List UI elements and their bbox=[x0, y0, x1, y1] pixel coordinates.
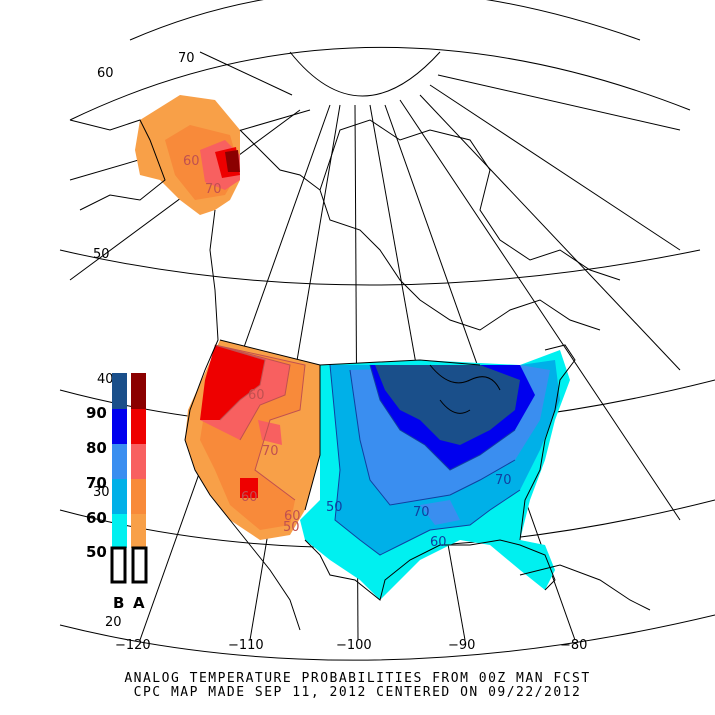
legend-b-90 bbox=[112, 373, 127, 409]
contour-label: 50 bbox=[283, 520, 300, 535]
contour-label: 60 bbox=[248, 388, 265, 403]
legend-a-50 bbox=[131, 514, 146, 548]
lat-label: 60 bbox=[97, 66, 114, 81]
contour-labels: 60 70 60 70 60 50 60 50 70 70 60 bbox=[183, 154, 512, 550]
longitude-labels: −120 −110 −100 −90 −80 bbox=[115, 638, 587, 653]
lon-label: −120 bbox=[115, 638, 151, 653]
latitude-labels: 70 60 50 40 30 20 bbox=[93, 51, 195, 630]
contour-label: 50 bbox=[326, 500, 343, 515]
lat-label: 30 bbox=[93, 485, 110, 500]
legend-level-label: 90 bbox=[86, 404, 107, 422]
contour-label: 70 bbox=[262, 444, 279, 459]
legend-level-label: 80 bbox=[86, 439, 107, 457]
lon-label: −110 bbox=[228, 638, 264, 653]
legend-a-80 bbox=[131, 409, 146, 444]
lon-label: −90 bbox=[448, 638, 475, 653]
alaska-above-region bbox=[135, 95, 240, 215]
legend-a-60 bbox=[131, 479, 146, 514]
lon-label: −100 bbox=[336, 638, 372, 653]
contour-label: 60 bbox=[284, 509, 301, 524]
contour-label: 60 bbox=[430, 535, 447, 550]
coastlines bbox=[69, 119, 651, 631]
legend-b-60 bbox=[112, 479, 127, 514]
lat-label: 50 bbox=[93, 247, 110, 262]
contour-label: 60 bbox=[241, 490, 258, 505]
contour-label: 70 bbox=[413, 505, 430, 520]
legend-level-label: 70 bbox=[86, 474, 107, 492]
legend-level-label: 60 bbox=[86, 509, 107, 527]
legend-a-70 bbox=[131, 444, 146, 479]
legend-level-label: 50 bbox=[86, 543, 107, 561]
legend-a-90 bbox=[131, 373, 146, 409]
legend-column-b: B bbox=[113, 594, 124, 612]
contour-lines-east bbox=[329, 364, 521, 556]
legend-a-0 bbox=[131, 546, 148, 584]
contour-label: 70 bbox=[205, 182, 222, 197]
legend-b-0 bbox=[110, 546, 127, 584]
map-caption-line2: CPC MAP MADE SEP 11, 2012 CENTERED ON 09… bbox=[133, 685, 582, 700]
legend-b-80 bbox=[112, 409, 127, 444]
lat-label: 40 bbox=[97, 372, 114, 387]
lat-label: 20 bbox=[105, 615, 122, 630]
east-below-region bbox=[300, 350, 570, 600]
map-caption-line1: ANALOG TEMPERATURE PROBABILITIES FROM 00… bbox=[124, 671, 591, 686]
legend-b-50 bbox=[112, 514, 127, 548]
lat-label: 70 bbox=[178, 51, 195, 66]
probability-legend: 90 80 70 60 50 B A bbox=[86, 373, 148, 612]
lon-label: −80 bbox=[560, 638, 587, 653]
polar-circle bbox=[289, 51, 441, 97]
contour-lines bbox=[214, 344, 306, 501]
contour-label: 60 bbox=[183, 154, 200, 169]
legend-b-70 bbox=[112, 444, 127, 479]
legend-column-a: A bbox=[133, 594, 145, 612]
contour-label: 70 bbox=[495, 473, 512, 488]
